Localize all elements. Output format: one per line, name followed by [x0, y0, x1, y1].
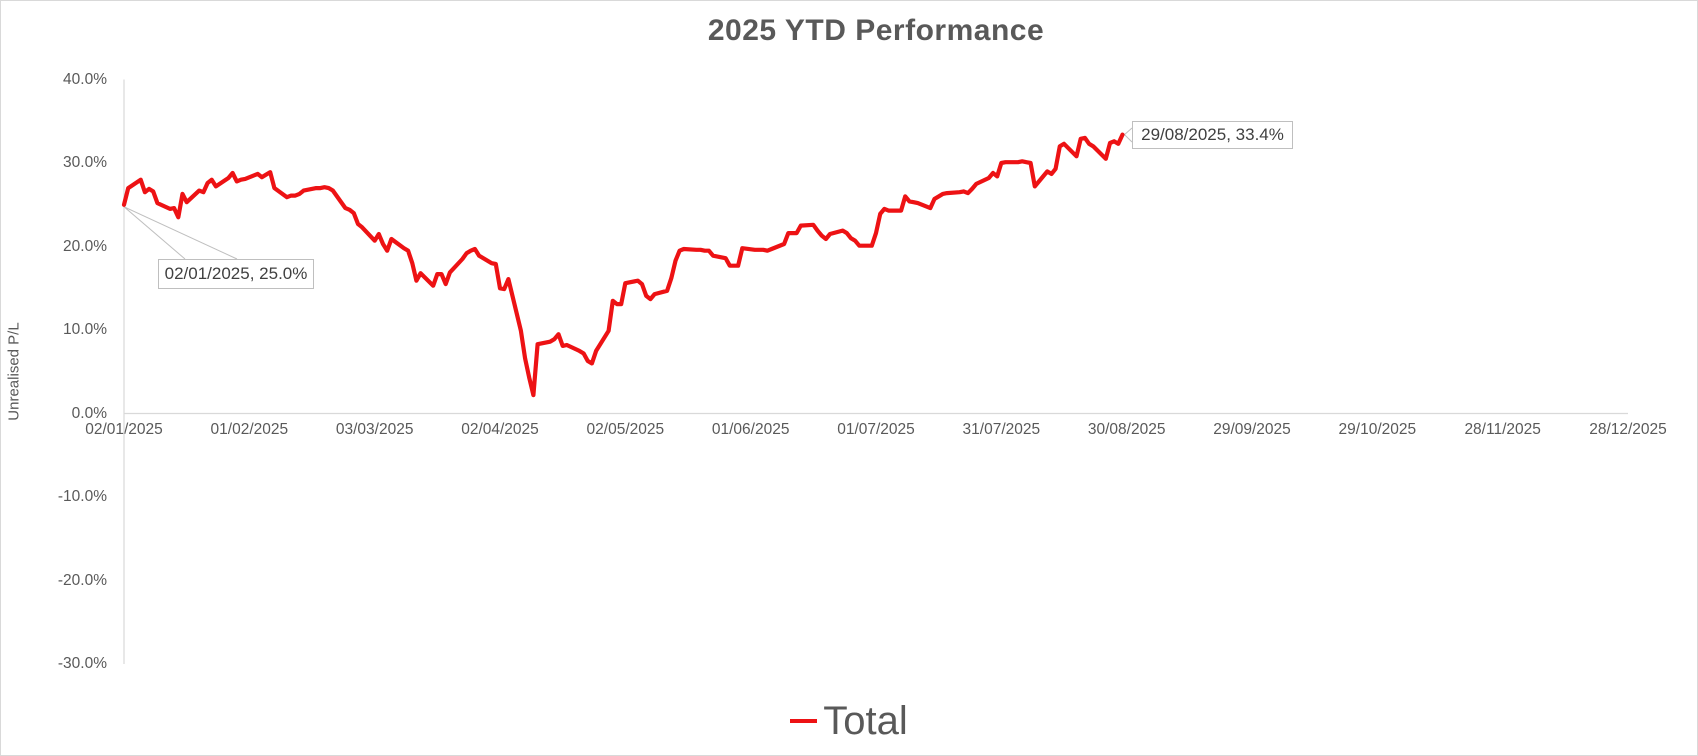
callout-leader-end: [1123, 127, 1133, 143]
y-tick-label: 0.0%: [71, 404, 107, 422]
total-series-legend-marker-icon: [790, 718, 818, 724]
y-tick-label: 10.0%: [63, 321, 107, 338]
y-tick-label: 20.0%: [63, 237, 107, 255]
chart-title: 2025 YTD Performance: [707, 14, 1045, 47]
legend-label-total: Total: [823, 699, 908, 743]
x-tick-label: 30/08/2025: [1087, 421, 1166, 438]
x-tick-label: 31/07/2025: [962, 421, 1041, 438]
y-tick-label: 30.0%: [63, 154, 107, 171]
x-tick-label: 03/03/2025: [335, 421, 414, 438]
x-tick-label: 28/12/2025: [1589, 421, 1667, 438]
y-tick-label: 40.0%: [63, 70, 107, 88]
x-tick-label: 02/04/2025: [461, 421, 539, 438]
total-series-line: [121, 132, 1125, 398]
data-label-start: 02/01/2025, 25.0%: [158, 259, 314, 289]
y-tick-label: -10.0%: [57, 488, 107, 505]
x-tick-label: 02/05/2025: [586, 421, 665, 438]
x-tick-label: 29/10/2025: [1338, 421, 1417, 438]
y-tick-label: -20.0%: [57, 571, 107, 589]
x-tick-label: 01/06/2025: [711, 421, 790, 438]
x-tick-label: 01/07/2025: [837, 421, 915, 438]
y-tick-label: -30.0%: [57, 655, 107, 672]
data-label-end: 29/08/2025, 33.4%: [1132, 121, 1293, 149]
legend: Total: [1, 701, 1697, 741]
x-tick-label: 28/11/2025: [1464, 421, 1541, 438]
x-tick-label: 29/09/2025: [1213, 421, 1291, 438]
x-tick-label: 01/02/2025: [210, 421, 289, 438]
